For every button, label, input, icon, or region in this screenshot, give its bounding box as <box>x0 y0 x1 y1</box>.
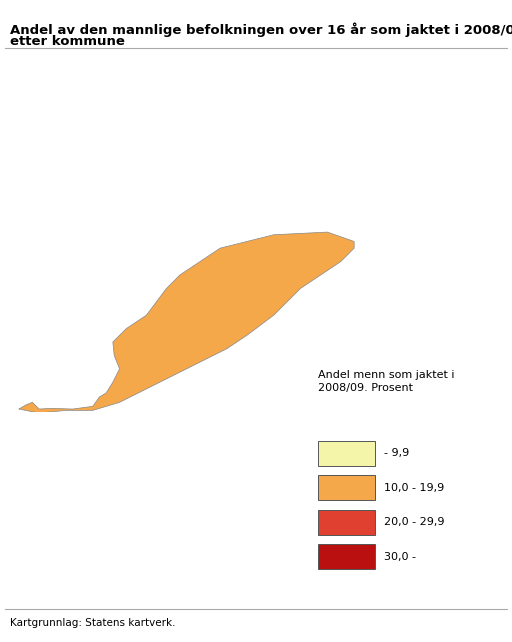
Text: 10,0 - 19,9: 10,0 - 19,9 <box>385 483 444 493</box>
Text: Andel av den mannlige befolkningen over 16 år som jaktet i 2008/09,: Andel av den mannlige befolkningen over … <box>10 22 512 37</box>
Bar <box>318 544 375 569</box>
Text: etter kommune: etter kommune <box>10 35 125 48</box>
Bar <box>318 475 375 500</box>
Text: - 9,9: - 9,9 <box>385 448 410 458</box>
Text: Kartgrunnlag: Statens kartverk.: Kartgrunnlag: Statens kartverk. <box>10 618 176 628</box>
Text: 20,0 - 29,9: 20,0 - 29,9 <box>385 517 445 527</box>
Text: Andel menn som jaktet i
2008/09. Prosent: Andel menn som jaktet i 2008/09. Prosent <box>318 370 455 393</box>
Text: 30,0 -: 30,0 - <box>385 551 416 562</box>
Bar <box>318 510 375 535</box>
Bar <box>318 440 375 466</box>
